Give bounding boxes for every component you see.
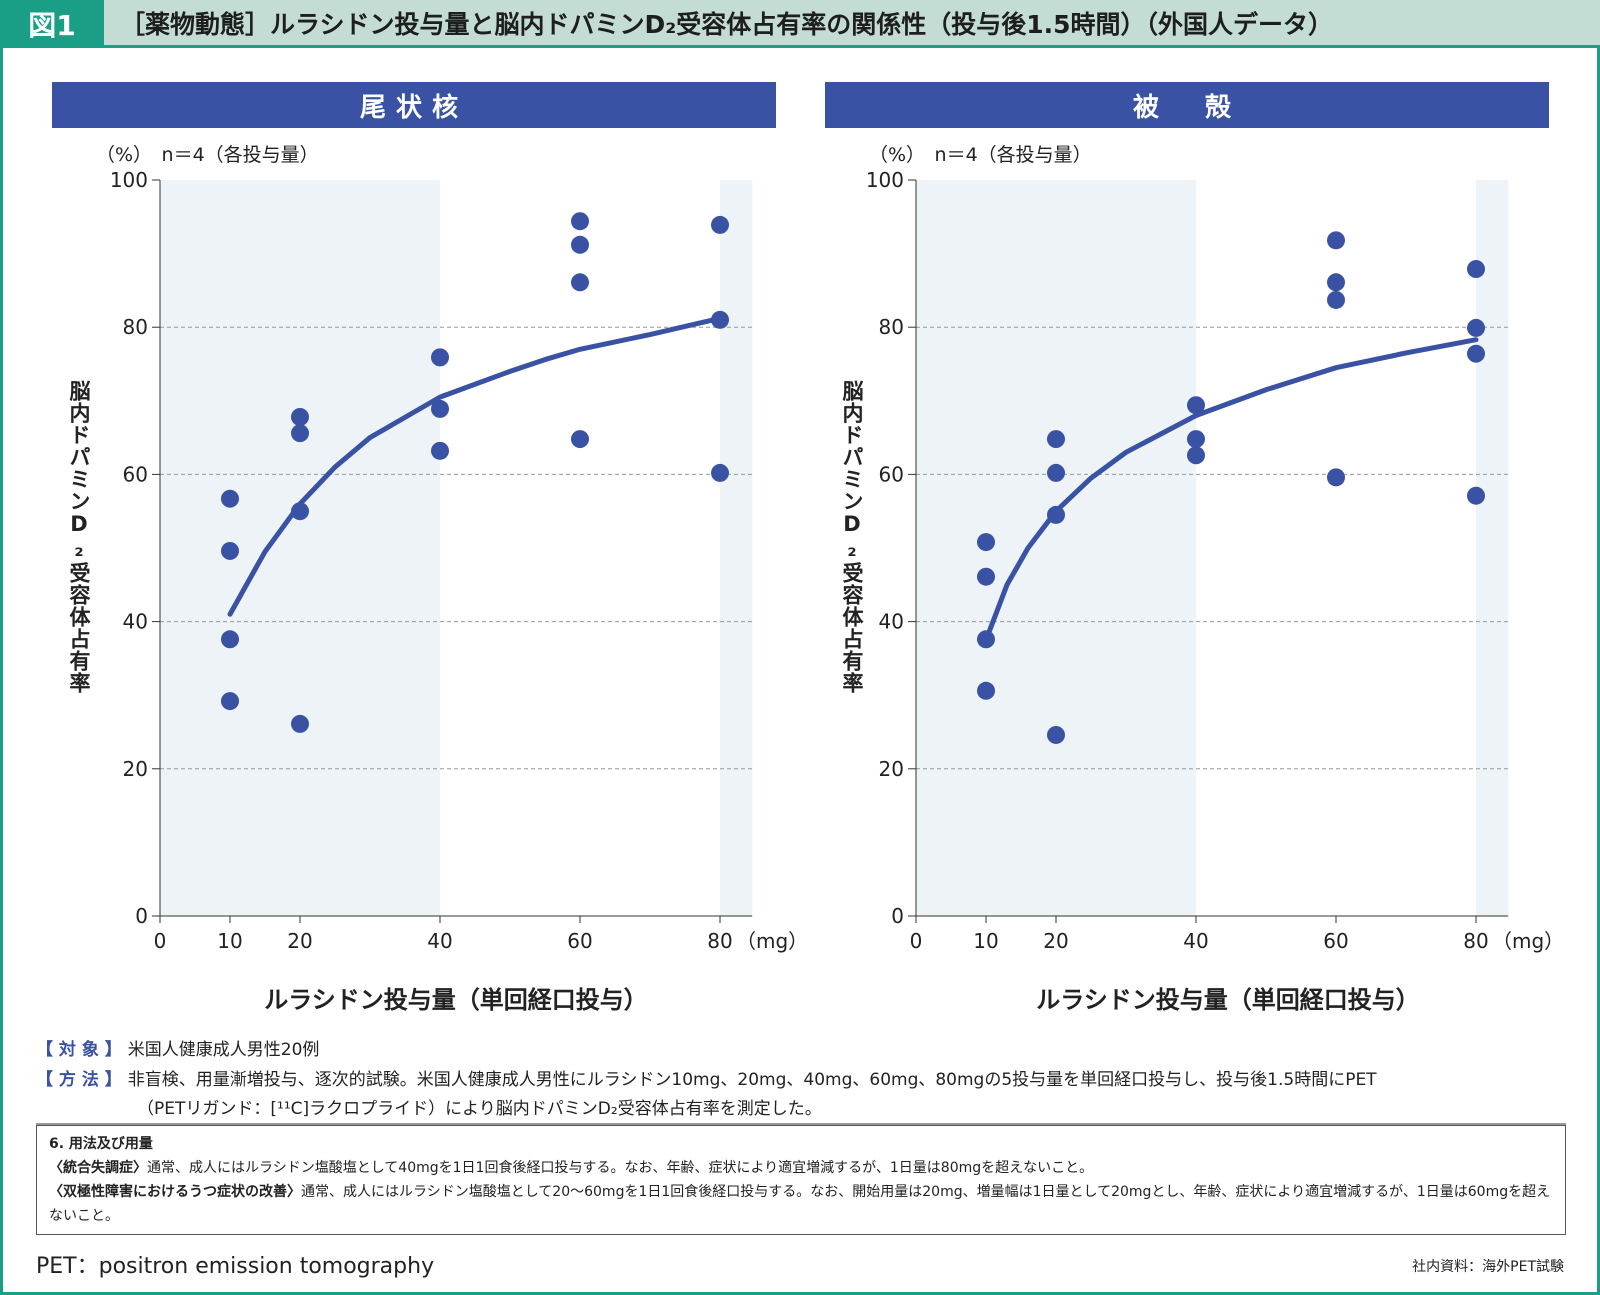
dosage-s2: 通常、成人にはルラシドン塩酸塩として20〜60mgを1日1回食後経口投与する。な… (49, 1184, 1551, 1224)
dosage-s1-label: 〈統合失調症〉 (49, 1160, 147, 1176)
figure-label: 図1 (0, 0, 104, 48)
figure-title: ［薬物動態］ルラシドン投与量と脳内ドパミンD₂受容体占有率の関係性（投与後1.5… (104, 0, 1600, 48)
data-point (221, 541, 239, 560)
data-point (1047, 725, 1065, 744)
x-tick-label: 10 (217, 929, 242, 953)
data-point (431, 441, 449, 460)
data-point (1327, 290, 1345, 309)
data-point (571, 235, 589, 254)
data-point (1467, 486, 1485, 505)
data-point (1467, 318, 1485, 337)
data-point (977, 567, 995, 586)
y-tick-label: 20 (123, 757, 148, 781)
shaded-region (916, 180, 1196, 916)
x-tick-label: 20 (1043, 929, 1068, 953)
data-point (1187, 430, 1205, 449)
data-point (221, 692, 239, 711)
dosage-box: 6. 用法及び用量 〈統合失調症〉通常、成人にはルラシドン塩酸塩として40mgを… (36, 1125, 1566, 1235)
y-axis-label-left: 脳内ドパミンD₂受容体占有率 (67, 380, 91, 694)
data-point (571, 430, 589, 449)
x-axis-label-right: ルラシドン投与量（単回経口投与） (1036, 986, 1420, 1014)
data-point (431, 399, 449, 418)
data-point (571, 212, 589, 231)
subject-note: 【 対 象 】米国人健康成人男性20例 (36, 1035, 319, 1060)
method-text-1: 非盲検、用量漸増投与、逐次的試験。米国人健康成人男性にルラシドン10mg、20m… (127, 1070, 1377, 1090)
shaded-region (720, 180, 753, 916)
data-point (1187, 396, 1205, 415)
x-tick-label: 40 (1183, 929, 1208, 953)
x-unit-label: （mg） (736, 929, 808, 953)
y-tick-label: 40 (123, 610, 148, 634)
x-tick-label: 80 (1463, 929, 1488, 953)
x-tick-label: 0 (154, 929, 167, 953)
data-point (221, 489, 239, 508)
data-point (977, 533, 995, 552)
y-tick-label: 100 (866, 168, 904, 192)
dosage-s2-label: 〈双極性障害におけるうつ症状の改善〉 (49, 1184, 301, 1200)
data-point (1187, 446, 1205, 465)
data-point (1327, 231, 1345, 250)
unit-note-right: （%） n＝4（各投与量） (869, 144, 1092, 166)
data-point (977, 630, 995, 649)
abbreviation-note: PET：positron emission tomography (36, 1254, 435, 1279)
data-point (291, 424, 309, 443)
y-tick-label: 60 (123, 462, 148, 486)
data-point (711, 310, 729, 329)
y-tick-label: 0 (891, 904, 904, 928)
fit-curve (227, 315, 723, 617)
panel-title-putamen: 被 殻 (825, 82, 1549, 128)
data-point (977, 681, 995, 700)
y-tick-label: 60 (879, 462, 904, 486)
panel-title-caudate: 尾状核 (52, 82, 776, 128)
data-point (1047, 463, 1065, 482)
subject-text: 米国人健康成人男性20例 (127, 1040, 320, 1060)
data-point (1467, 344, 1485, 363)
x-tick-label: 0 (910, 929, 923, 953)
y-tick-label: 0 (135, 904, 148, 928)
data-point (1047, 430, 1065, 449)
data-point (1467, 260, 1485, 279)
x-tick-label: 60 (1323, 929, 1348, 953)
y-tick-label: 20 (879, 757, 904, 781)
method-label: 【 方 法 】 (36, 1070, 122, 1090)
x-tick-label: 60 (567, 929, 592, 953)
data-point (431, 348, 449, 367)
shaded-region (160, 180, 440, 916)
y-axis-label-right: 脳内ドパミンD₂受容体占有率 (840, 380, 864, 694)
data-point (291, 714, 309, 733)
method-note: 【 方 法 】非盲検、用量漸増投与、逐次的試験。米国人健康成人男性にルラシドン1… (36, 1065, 1377, 1090)
y-tick-label: 80 (123, 315, 148, 339)
x-tick-label: 80 (707, 929, 732, 953)
subject-label: 【 対 象 】 (36, 1040, 122, 1060)
fit-curve (983, 337, 1479, 643)
method-text-2: （PETリガンド：[¹¹C]ラクロプライド）により脳内ドパミンD₂受容体占有率を… (137, 1099, 822, 1119)
data-point (221, 630, 239, 649)
data-point (711, 215, 729, 234)
x-tick-label: 40 (427, 929, 452, 953)
x-tick-label: 20 (287, 929, 312, 953)
y-tick-label: 100 (110, 168, 148, 192)
data-point (1327, 468, 1345, 487)
y-tick-label: 80 (879, 315, 904, 339)
data-point (711, 463, 729, 482)
data-point (1327, 273, 1345, 292)
x-tick-label: 10 (973, 929, 998, 953)
shaded-region (1476, 180, 1509, 916)
data-point (291, 407, 309, 426)
dosage-heading: 6. 用法及び用量 (49, 1136, 153, 1152)
data-point (291, 502, 309, 521)
x-unit-label: （mg） (1492, 929, 1564, 953)
source-note: 社内資料：海外PET試験 (1412, 1259, 1564, 1275)
data-point (1047, 505, 1065, 524)
y-tick-label: 40 (879, 610, 904, 634)
dosage-s1: 通常、成人にはルラシドン塩酸塩として40mgを1日1回食後経口投与する。なお、年… (147, 1160, 1094, 1176)
data-point (571, 273, 589, 292)
x-axis-label-left: ルラシドン投与量（単回経口投与） (264, 986, 648, 1014)
unit-note-left: （%） n＝4（各投与量） (96, 144, 319, 166)
